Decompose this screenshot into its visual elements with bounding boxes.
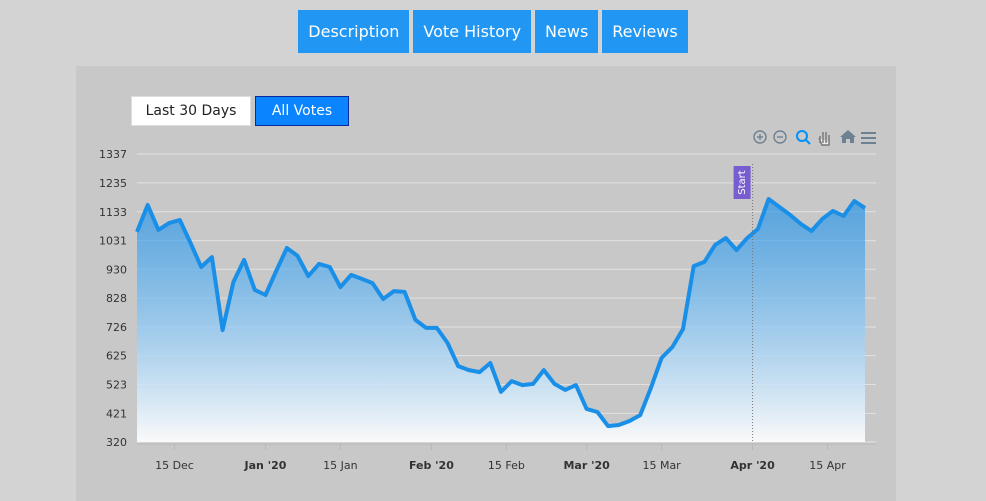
x-tick-label: 15 Mar [642,459,681,472]
tab[interactable]: News [535,10,599,53]
annotation-box [733,166,751,199]
y-tick-label: 1031 [99,235,127,248]
line [135,197,867,429]
y-tick-label: 625 [106,350,127,363]
y-tick-label: 1133 [99,206,127,219]
y-tick-label: 523 [106,379,127,392]
zoom-out-icon[interactable] [773,130,787,144]
y-tick-label: 1235 [99,177,127,190]
y-tick-label: 320 [106,436,127,449]
annotation-label: Start [737,170,748,195]
tab[interactable]: Vote History [413,10,532,53]
x-tick-label: 15 Dec [155,459,194,472]
zoom-in-icon[interactable] [753,130,767,144]
x-tick-label: Mar '20 [563,459,610,472]
x-tick-label: Apr '20 [730,459,775,472]
x-tick-label: Feb '20 [409,459,454,472]
range-button[interactable]: All Votes [255,96,349,126]
range-button[interactable]: Last 30 Days [131,96,251,126]
selection-zoom-icon[interactable] [796,130,811,145]
tab[interactable]: Reviews [602,10,688,53]
toolbar [753,130,876,146]
tab[interactable]: Description [298,10,410,53]
reset-icon[interactable] [840,130,856,143]
tab-bar: Description Vote History News Reviews [0,10,986,53]
y-tick-label: 828 [106,292,127,305]
x-tick-label: 15 Apr [809,459,846,472]
y-tick-label: 421 [106,407,127,420]
x-tick-label: 15 Jan [323,459,357,472]
menu-icon[interactable] [861,132,876,144]
area [137,199,865,442]
y-tick-label: 930 [106,263,127,276]
x-tick-label: 15 Feb [488,459,525,472]
y-tick-label: 726 [106,321,127,334]
pan-icon[interactable] [818,132,830,146]
y-tick-label: 1337 [99,148,127,161]
x-tick-label: Jan '20 [244,459,287,472]
